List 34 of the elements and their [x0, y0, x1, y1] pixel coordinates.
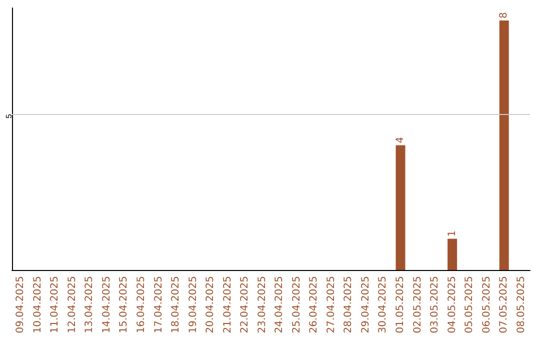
x-tick-label: 03.05.2025 — [430, 276, 441, 334]
x-tick-label: 15.04.2025 — [118, 276, 130, 334]
x-tick-label: 04.05.2025 — [446, 276, 458, 334]
x-tick-label: 16.04.2025 — [136, 276, 147, 334]
x-tick-label: 27.04.2025 — [326, 276, 337, 334]
x-tick-label: 05.05.2025 — [464, 276, 476, 334]
data-label: 1 — [446, 230, 458, 237]
x-tick-label: 02.05.2025 — [412, 276, 424, 334]
x-tick-label: 17.04.2025 — [153, 276, 164, 334]
x-tick-label: 29.04.2025 — [360, 276, 372, 334]
x-tick-label: 28.04.2025 — [343, 276, 354, 334]
x-tick-label: 20.04.2025 — [205, 276, 216, 334]
x-tick-label: 22.04.2025 — [240, 276, 251, 334]
x-tick-label: 18.04.2025 — [170, 276, 182, 334]
x-tick-label: 23.04.2025 — [256, 276, 268, 334]
data-label: 8 — [498, 12, 510, 18]
x-tick-label: 09.04.2025 — [15, 276, 26, 334]
x-tick-label: 19.04.2025 — [188, 276, 199, 334]
x-tick-label: 11.04.2025 — [50, 276, 61, 334]
x-tick-label: 01.05.2025 — [395, 276, 406, 334]
x-tick-label: 26.04.2025 — [308, 276, 320, 334]
x-tick-label: 30.04.2025 — [378, 276, 389, 334]
x-tick-label: 12.04.2025 — [66, 276, 78, 334]
x-tick-label: 24.04.2025 — [274, 276, 286, 334]
x-tick-label: 14.04.2025 — [101, 276, 112, 334]
data-label: 4 — [395, 136, 406, 144]
x-tick-label: 06.05.2025 — [481, 276, 492, 334]
x-tick-label: 25.04.2025 — [291, 276, 302, 334]
x-tick-label: 10.04.2025 — [32, 276, 44, 334]
x-tick-label: 08.05.2025 — [516, 276, 527, 334]
x-tick-label: 21.04.2025 — [222, 276, 234, 334]
ref-line-label: 5 — [4, 114, 14, 118]
x-tick-label: 07.05.2025 — [498, 276, 510, 334]
x-tick-label: 13.04.2025 — [84, 276, 96, 334]
